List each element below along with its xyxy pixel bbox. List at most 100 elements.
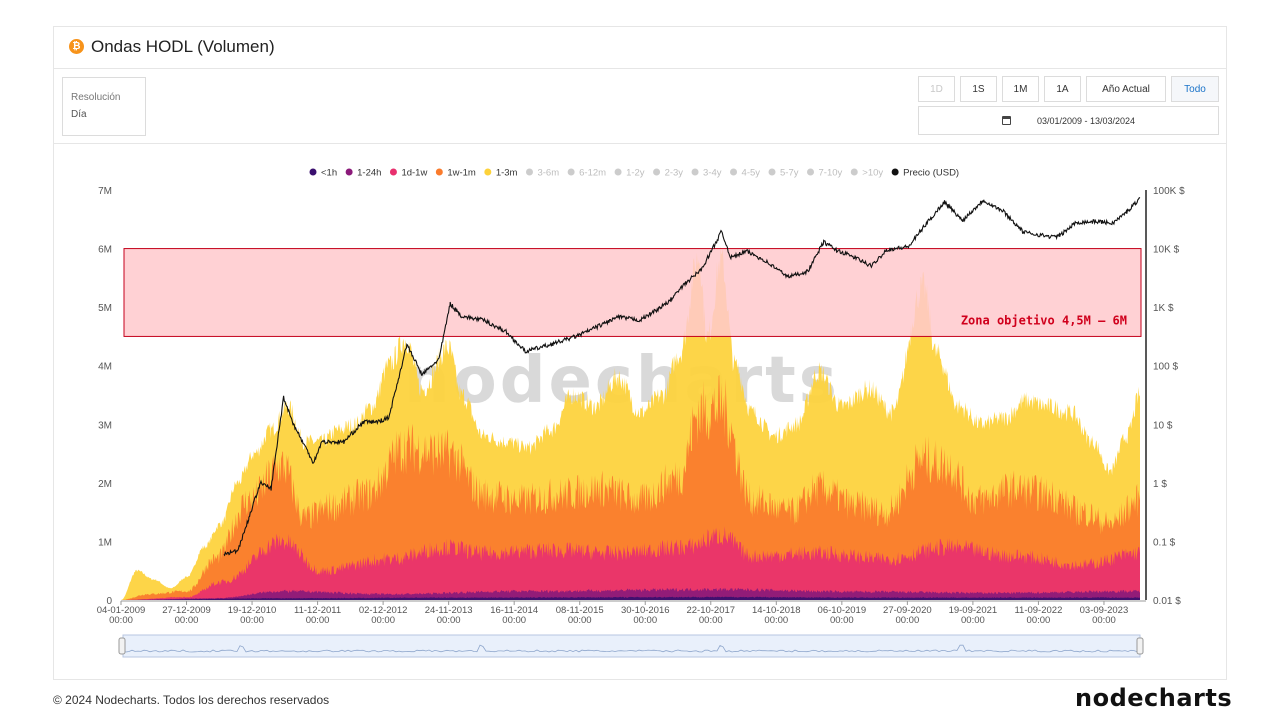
x-tick-label: 06-10-2019 (818, 605, 867, 616)
x-tick-label: 19-12-2010 (228, 605, 277, 616)
legend-item-1-3m[interactable]: 1-3m (484, 168, 518, 179)
legend-marker (567, 168, 575, 176)
x-tick-label: 22-10-2017 (686, 605, 735, 616)
y-tick-label: 1M (98, 537, 112, 548)
y-right-tick-label: 10K $ (1153, 245, 1180, 256)
x-tick-label: 14-10-2018 (752, 605, 801, 616)
legend-label: 1-3m (496, 168, 518, 179)
legend-label: Precio (USD) (903, 168, 959, 179)
x-tick-label: 11-12-2011 (294, 605, 341, 616)
x-tick-time: 00:00 (830, 615, 854, 626)
x-tick-label: 30-10-2016 (621, 605, 670, 616)
legend-marker (891, 168, 899, 176)
legend-item-1h[interactable]: <1h (309, 168, 338, 179)
resolution-value: Día (71, 109, 87, 120)
y-tick-label: 3M (98, 420, 112, 431)
divider (54, 143, 1226, 144)
legend-item-1w-1m[interactable]: 1w-1m (435, 168, 476, 179)
x-tick-label: 04-01-2009 (97, 605, 146, 616)
legend-label: 1-2y (626, 168, 645, 179)
x-tick-label: 03-09-2023 (1080, 605, 1129, 616)
legend-marker (435, 168, 443, 176)
range-button-ytd[interactable]: Año Actual (1086, 76, 1166, 102)
legend-label: 3-6m (537, 168, 559, 179)
range-button-group: 1D 1S 1M 1A Año Actual Todo (918, 76, 1219, 102)
x-tick-label: 19-09-2021 (949, 605, 998, 616)
legend-marker (345, 168, 353, 176)
legend-marker (691, 168, 699, 176)
legend-item-1-2y[interactable]: 1-2y (614, 168, 645, 179)
y-tick-label: 5M (98, 303, 112, 314)
legend-marker (730, 168, 738, 176)
y-right-tick-label: 1K $ (1153, 303, 1174, 314)
x-tick-time: 00:00 (961, 615, 985, 626)
legend-item-4-5y[interactable]: 4-5y (730, 168, 760, 179)
resolution-selector[interactable]: Resolución Día (62, 77, 146, 136)
legend-marker (850, 168, 858, 176)
legend-marker (614, 168, 622, 176)
y-axis-left: 0 1M 2M 3M 4M 5M 6M 7M (98, 186, 112, 607)
y-tick-label: 7M (98, 186, 112, 197)
legend-item-5-7y[interactable]: 5-7y (768, 168, 799, 179)
target-zone-label: Zona objetivo 4,5M – 6M (961, 313, 1127, 327)
legend-item-1d-1w[interactable]: 1d-1w (389, 168, 428, 179)
range-button-1m[interactable]: 1M (1002, 76, 1039, 102)
range-button-1a[interactable]: 1A (1044, 76, 1081, 102)
y-right-tick-label: 100K $ (1153, 186, 1185, 197)
legend-label: 6-12m (579, 168, 606, 179)
legend-item-3-6m[interactable]: 3-6m (525, 168, 559, 179)
legend-marker (484, 168, 492, 176)
y-tick-label: 6M (98, 245, 112, 256)
price-line (223, 197, 1141, 557)
legend-item-7-10y[interactable]: 7-10y (807, 168, 843, 179)
area-series-1d-1w (121, 526, 1140, 600)
area-series-1-24h (121, 587, 1140, 600)
legend-item-1-24h[interactable]: 1-24h (345, 168, 382, 179)
x-tick-time: 00:00 (306, 615, 330, 626)
x-tick-time: 00:00 (502, 615, 526, 626)
legend-item-3-4y[interactable]: 3-4y (691, 168, 722, 179)
legend-marker (768, 168, 776, 176)
x-tick-time: 00:00 (175, 615, 199, 626)
navigator-series (122, 644, 1141, 653)
x-tick-time: 00:00 (633, 615, 657, 626)
range-button-1d[interactable]: 1D (918, 76, 955, 102)
legend-label: 1d-1w (401, 168, 427, 179)
range-button-all[interactable]: Todo (1171, 76, 1219, 102)
page-title: Ondas HODL (Volumen) (91, 37, 275, 56)
legend: <1h 1-24h 1d-1w 1w-1m 1-3m 3-6m 6-12m 1-2y 2-3y 3… (309, 168, 959, 179)
resolution-label: Resolución (71, 92, 121, 103)
legend-item-10y[interactable]: >10y (850, 168, 884, 179)
x-tick-time: 00:00 (699, 615, 723, 626)
legend-label: 3-4y (703, 168, 722, 179)
legend-item-6-12m[interactable]: 6-12m (567, 168, 607, 179)
legend-item-2-3y[interactable]: 2-3y (653, 168, 683, 179)
range-button-1s[interactable]: 1S (960, 76, 997, 102)
x-tick-time: 00:00 (437, 615, 461, 626)
legend-marker (653, 168, 661, 176)
legend-label: 1w-1m (447, 168, 476, 179)
area-series-1w-1m (121, 374, 1140, 600)
x-tick-time: 00:00 (568, 615, 592, 626)
x-tick-label: 08-11-2015 (556, 605, 604, 616)
navigator-handle-left (118, 637, 126, 655)
date-range-text: 03/01/2009 - 13/03/2024 (1036, 115, 1136, 126)
x-tick-time: 00:00 (240, 615, 264, 626)
legend-marker (807, 168, 814, 176)
navigator-window (122, 634, 1141, 658)
legend-marker (389, 168, 397, 176)
y-right-tick-label: 10 $ (1153, 420, 1173, 431)
legend-item-precio-usd[interactable]: Precio (USD) (891, 168, 959, 179)
card-header: ₿ Ondas HODL (Volumen) (54, 27, 1226, 69)
legend-marker (309, 168, 317, 176)
date-range-picker[interactable]: 03/01/2009 - 13/03/2024 (918, 106, 1219, 135)
area-series-1h (121, 596, 1140, 600)
x-tick-time: 00:00 (1092, 615, 1116, 626)
legend-marker (525, 168, 533, 176)
y-right-tick-label: 1 $ (1153, 479, 1167, 490)
legend-label: 2-3y (665, 168, 684, 179)
navigator[interactable] (118, 634, 1144, 658)
x-tick-label: 11-09-2022 (1014, 605, 1062, 616)
legend-label: <1h (321, 168, 337, 179)
